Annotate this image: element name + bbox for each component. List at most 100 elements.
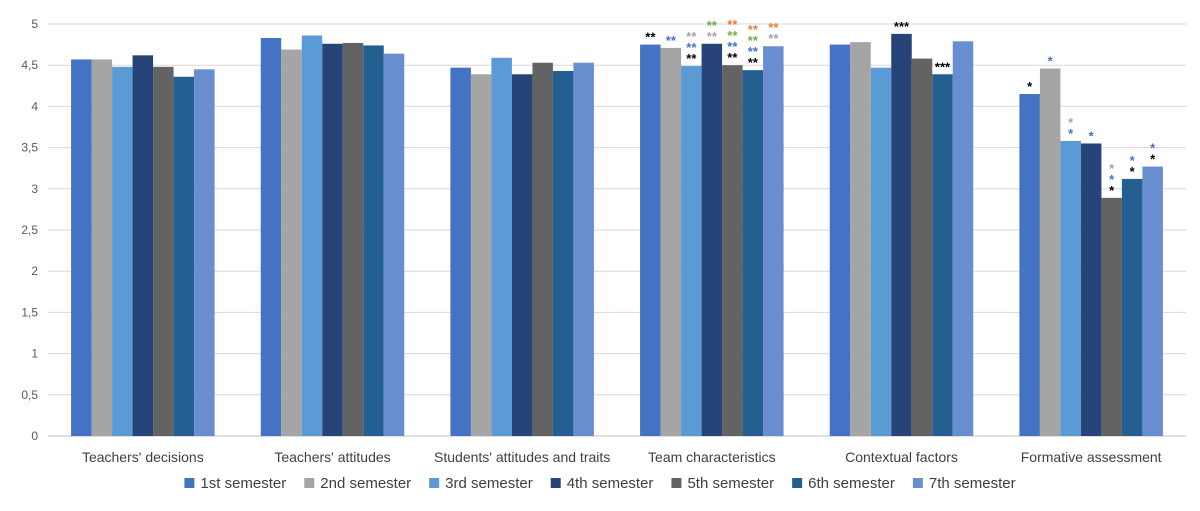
bar: [281, 49, 302, 436]
significance-marker: **: [748, 44, 759, 59]
legend-label: 6th semester: [808, 475, 895, 492]
bar: [363, 45, 384, 436]
legend-swatch: [550, 478, 561, 488]
legend-swatch: [792, 478, 803, 488]
y-tick-label: 2: [31, 264, 38, 278]
x-category-label: Teachers' attitudes: [274, 449, 390, 465]
significance-marker: **: [727, 50, 738, 65]
bar: [573, 62, 594, 437]
significance-marker: **: [748, 33, 759, 48]
significance-marker: *: [1068, 115, 1074, 130]
significance-marker: *: [1027, 79, 1033, 94]
bar: [1101, 197, 1122, 436]
bar: [470, 74, 492, 436]
bar: [1142, 166, 1163, 436]
x-category-label: Students' attitudes and traits: [434, 449, 610, 465]
significance-marker: **: [768, 20, 779, 35]
significance-marker: **: [707, 29, 718, 44]
significance-marker: ***: [935, 59, 951, 74]
y-tick-label: 0,5: [21, 388, 38, 402]
bar: [911, 58, 933, 436]
bar: [511, 74, 533, 436]
y-tick-label: 3: [31, 182, 38, 196]
significance-marker: *: [1048, 53, 1054, 68]
bar: [301, 35, 323, 436]
bar: [71, 59, 92, 436]
legend-swatch: [429, 478, 440, 488]
significance-marker: **: [645, 30, 656, 45]
significance-marker: **: [686, 51, 697, 66]
bar: [763, 46, 784, 437]
y-tick-label: 4: [31, 99, 38, 113]
significance-marker: **: [727, 17, 738, 32]
bar: [722, 65, 743, 436]
x-category-label: Team characteristics: [648, 449, 776, 465]
bars: [71, 33, 1163, 437]
bar: [1060, 141, 1081, 436]
bar: [552, 70, 574, 436]
legend-label: 3rd semester: [445, 475, 533, 492]
significance-marker: ***: [894, 19, 910, 34]
legend: 1st semester 2nd semester 3rd semester 4th …: [184, 475, 1016, 492]
significance-marker: **: [748, 55, 759, 70]
bar: [1019, 94, 1040, 436]
significance-marker: *: [1150, 152, 1156, 167]
significance-marker: *: [1130, 153, 1136, 168]
legend-swatch: [304, 478, 315, 488]
bar: [1080, 143, 1102, 437]
legend-label: 7th semester: [929, 475, 1016, 492]
bar: [383, 53, 405, 436]
bar: [1121, 178, 1143, 437]
bar: [342, 42, 364, 437]
bar: [132, 55, 154, 436]
y-tick-label: 1,5: [21, 305, 38, 319]
significance-marker: **: [666, 33, 677, 48]
legend-swatch: [184, 478, 195, 488]
legend-label: 1st semester: [200, 475, 286, 492]
bar: [450, 67, 471, 436]
significance-marker: *: [1150, 141, 1156, 156]
bar: [153, 66, 174, 437]
significance-marker: *: [1068, 126, 1074, 141]
significance-marker: **: [748, 22, 759, 37]
bar: [952, 41, 974, 436]
significance-annotations: ** ******** ************************ ******…: [645, 17, 1156, 198]
bar: [932, 74, 953, 436]
bar: [173, 76, 195, 437]
significance-marker: *: [1089, 128, 1095, 143]
significance-marker: *: [1109, 161, 1115, 176]
bar: [1039, 68, 1061, 436]
bar: [322, 43, 343, 436]
x-category-label: Contextual factors: [845, 449, 958, 465]
x-category-label: Formative assessment: [1021, 449, 1162, 465]
bar: [829, 44, 851, 436]
x-axis-category-labels: Teachers' decisions Teachers' attitudes St…: [82, 449, 1162, 465]
significance-marker: *: [1109, 183, 1115, 198]
gridlines: [48, 23, 1186, 437]
legend-label: 5th semester: [687, 475, 774, 492]
significance-marker: **: [768, 31, 779, 46]
y-tick-label: 3,5: [21, 141, 38, 155]
y-tick-label: 0: [31, 429, 38, 443]
bar: [532, 62, 553, 437]
y-tick-label: 5: [31, 17, 38, 31]
bar: [660, 47, 682, 437]
significance-marker: *: [1109, 172, 1115, 187]
significance-marker: **: [727, 28, 738, 43]
bar: [91, 59, 113, 436]
legend-label: 4th semester: [567, 475, 654, 492]
bar: [870, 67, 892, 436]
bar: [850, 42, 871, 437]
bar: [260, 38, 282, 437]
y-axis-ticks: 0 0,5 1 1,5 2 2,5 3 3,5 4 4,5 5: [21, 17, 38, 443]
bar: [194, 69, 215, 436]
significance-marker: **: [686, 29, 697, 44]
bar: [701, 43, 723, 436]
bar: [891, 33, 912, 436]
bar: [681, 66, 702, 437]
significance-marker: *: [1130, 164, 1136, 179]
legend-swatch: [671, 478, 682, 488]
y-tick-label: 1: [31, 347, 38, 361]
